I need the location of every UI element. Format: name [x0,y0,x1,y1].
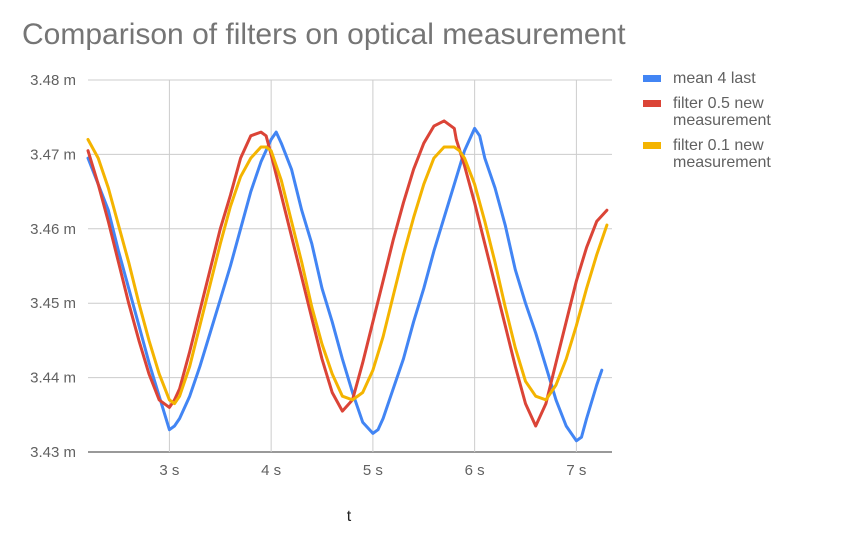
series-line-3 [86,138,609,406]
x-tick-label: 3 s [159,462,179,479]
legend-swatch [643,100,661,107]
series-lines [86,119,609,443]
y-tick-label: 3.43 m [30,444,76,461]
y-tick-label: 3.44 m [30,370,76,387]
chart-title: Comparison of filters on optical measure… [22,18,626,51]
legend: mean 4 last filter 0.5 new measurement fil… [640,70,840,179]
legend-swatch [643,142,661,149]
x-tick-label: 4 s [261,462,281,479]
series-line-1 [86,126,604,443]
y-tick-label: 3.47 m [30,146,76,163]
y-tick-label: 3.45 m [30,295,76,312]
legend-item-3: filter 0.1 new measurement [640,137,840,171]
x-axis-ticks: 3 s 4 s 5 s 6 s 7 s [159,462,586,479]
legend-item-2: filter 0.5 new measurement [640,95,840,129]
x-tick-label: 5 s [363,462,383,479]
legend-swatch [643,75,661,82]
y-tick-label: 3.48 m [30,72,76,89]
y-axis-ticks: 3.43 m 3.44 m 3.45 m 3.46 m 3.47 m 3.48 m [30,72,76,461]
legend-label: filter 0.1 new measurement [673,137,771,171]
series-line-2 [86,119,609,428]
x-tick-label: 7 s [566,462,586,479]
x-tick-label: 6 s [465,462,485,479]
x-axis-label: t [347,508,352,525]
legend-label: mean 4 last [673,70,756,87]
legend-label: filter 0.5 new measurement [673,95,771,129]
legend-item-1: mean 4 last [640,70,840,87]
y-tick-label: 3.46 m [30,221,76,238]
